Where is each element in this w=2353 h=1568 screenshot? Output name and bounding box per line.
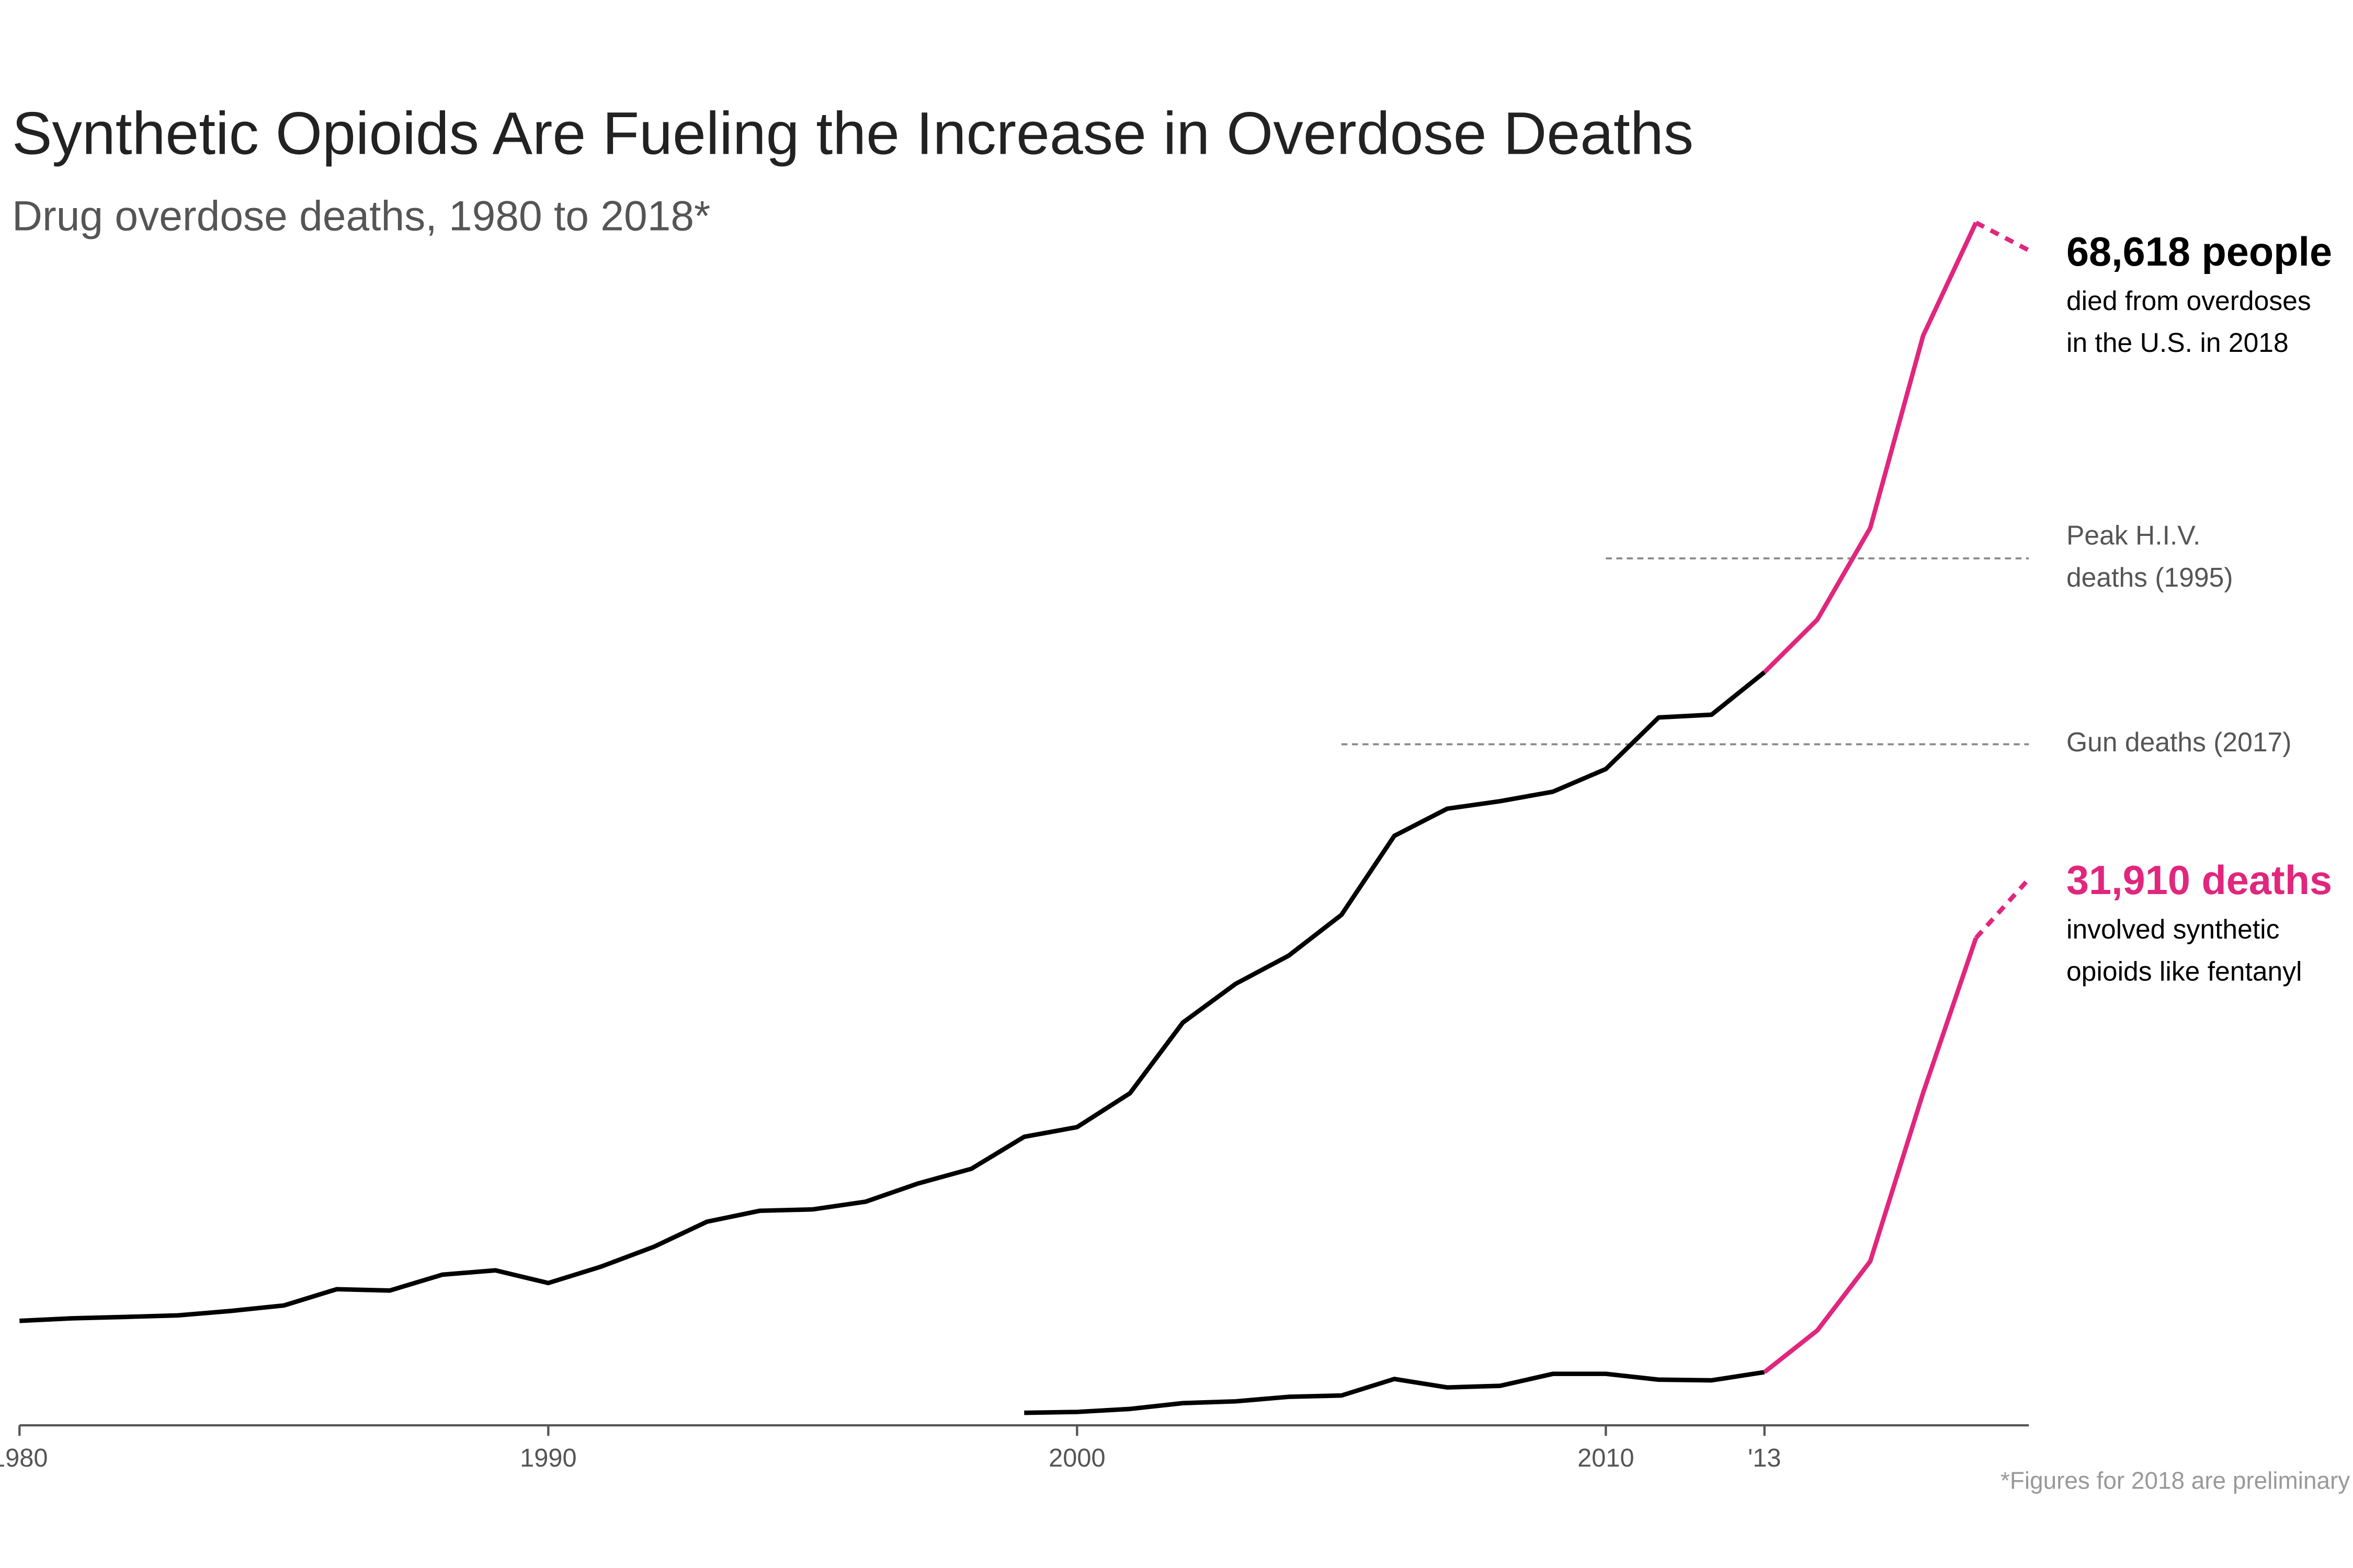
reference-label: deaths (1995) (2066, 562, 2233, 592)
x-tick-label: 1980 (0, 1444, 48, 1472)
annotation-text: opioids like fentanyl (2066, 956, 2302, 986)
footnote: *Figures for 2018 are preliminary (2000, 1467, 2350, 1494)
series-line (19, 670, 1766, 1323)
annotation-headline: 31,910 deaths (2066, 858, 2332, 903)
chart-title: Synthetic Opioids Are Fueling the Increa… (12, 100, 1693, 167)
x-tick-label: 1990 (520, 1444, 577, 1472)
chart-subtitle: Drug overdose deaths, 1980 to 2018* (12, 192, 710, 239)
series-line (1974, 877, 2031, 940)
x-tick-label: 2000 (1049, 1444, 1106, 1472)
annotation-text: involved synthetic (2066, 914, 2279, 944)
series-line (1763, 937, 1979, 1374)
x-tick-label: 2010 (1577, 1444, 1634, 1472)
reference-label: Peak H.I.V. (2066, 520, 2200, 550)
annotation-text: died from overdoses (2066, 285, 2311, 316)
reference-label: Gun deaths (2017) (2066, 727, 2292, 757)
x-tick-label: '13 (1748, 1444, 1781, 1472)
annotation-text: in the U.S. in 2018 (2066, 327, 2289, 358)
series-line (1975, 220, 2030, 253)
annotation-headline: 68,618 people (2066, 230, 2332, 274)
series-line (1763, 221, 1979, 674)
series-line (1024, 1370, 1765, 1415)
